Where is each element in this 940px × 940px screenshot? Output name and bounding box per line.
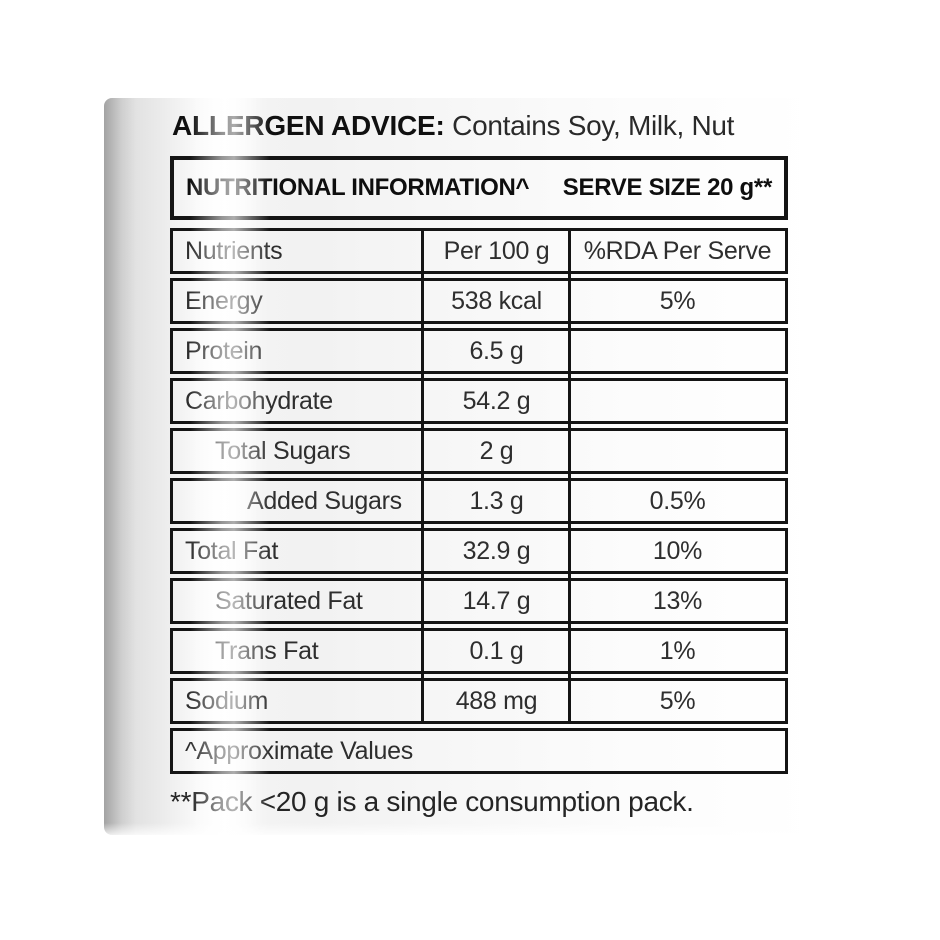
table-row: Saturated Fat 14.7 g 13% [170, 578, 788, 624]
nutrient-name: Total Fat [185, 537, 279, 565]
per-100g-value: 6.5 g [469, 337, 524, 365]
table-row: Protein 6.5 g [170, 328, 788, 374]
table-row: Trans Fat 0.1 g 1% [170, 628, 788, 674]
rda-per-serve-value: 1% [659, 637, 696, 665]
rda-per-serve-value: 13% [652, 587, 703, 615]
per-100g-value: 54.2 g [462, 387, 531, 415]
column-divider-1 [421, 228, 424, 724]
rda-per-serve-value: 5% [659, 287, 696, 315]
rda-per-serve-value: 5% [659, 687, 696, 715]
table-footnote: ^Approximate Values [170, 728, 788, 774]
table-title: NUTRITIONAL INFORMATION^ [186, 174, 530, 201]
per-100g-value: 14.7 g [462, 587, 531, 615]
table-row: Sodium 488 mg 5% [170, 678, 788, 724]
rda-per-serve-value: 0.5% [649, 487, 706, 515]
table-row: Total Fat 32.9 g 10% [170, 528, 788, 574]
nutrient-name: Added Sugars [247, 487, 402, 515]
nutrition-rows-wrap: Nutrients Per 100 g %RDA Per Serve Energ… [170, 228, 788, 724]
table-row: Energy 538 kcal 5% [170, 278, 788, 324]
pack-note: **Pack <20 g is a single consumption pac… [170, 786, 694, 817]
column-header-nutrients: Nutrients [185, 237, 283, 265]
table-row: Added Sugars 1.3 g 0.5% [170, 478, 788, 524]
rda-per-serve-value: 10% [652, 537, 703, 565]
allergen-advice-label: ALLERGEN ADVICE: [172, 110, 445, 141]
column-header-per-100g: Per 100 g [443, 237, 550, 265]
nutrient-name: Protein [185, 337, 263, 365]
per-100g-value: 32.9 g [462, 537, 531, 565]
column-divider-2 [568, 228, 571, 724]
per-100g-value: 1.3 g [469, 487, 524, 515]
nutrition-table: NUTRITIONAL INFORMATION^ SERVE SIZE 20 g… [170, 156, 788, 774]
nutrient-name: Sodium [185, 687, 268, 715]
per-100g-value: 0.1 g [469, 637, 524, 665]
nutrient-name: Energy [185, 287, 263, 315]
per-100g-value: 538 kcal [451, 287, 542, 315]
serve-size: SERVE SIZE 20 g** [562, 174, 773, 201]
allergen-advice-text: Contains Soy, Milk, Nut [444, 110, 735, 141]
allergen-advice: ALLERGEN ADVICE: Contains Soy, Milk, Nut [172, 110, 734, 142]
column-header-row: Nutrients Per 100 g %RDA Per Serve [170, 228, 788, 274]
table-row: Carbohydrate 54.2 g [170, 378, 788, 424]
per-100g-value: 488 mg [455, 687, 538, 715]
column-header-rda: %RDA Per Serve [583, 237, 772, 265]
nutrient-name: Saturated Fat [215, 587, 363, 615]
nutrition-table-header: NUTRITIONAL INFORMATION^ SERVE SIZE 20 g… [170, 156, 788, 220]
per-100g-value: 2 g [479, 437, 514, 465]
nutrient-name: Total Sugars [215, 437, 351, 465]
nutrient-name: Trans Fat [215, 637, 319, 665]
table-row: Total Sugars 2 g [170, 428, 788, 474]
nutrient-name: Carbohydrate [185, 387, 333, 415]
